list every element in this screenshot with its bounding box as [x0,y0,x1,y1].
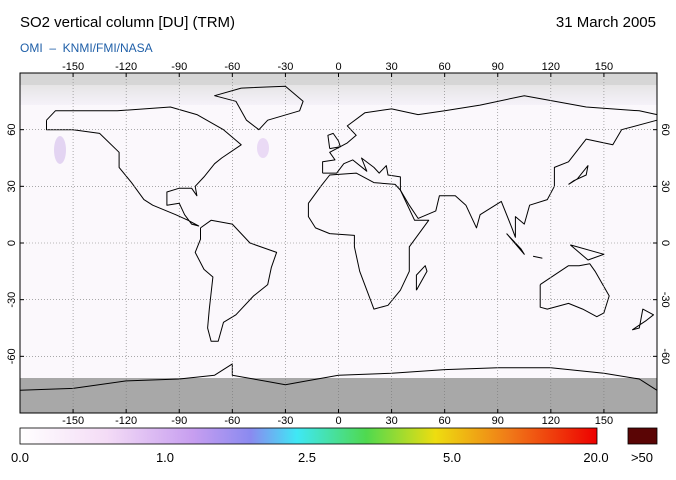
lat-tick-label: 0 [659,240,671,246]
lon-tick-label: 120 [542,61,560,73]
lon-tick-label: -30 [277,61,293,73]
colorbar-gradient [19,427,598,445]
coastlines [19,85,658,391]
colorbar-label: 1.0 [156,450,174,465]
lon-tick-label: 90 [492,415,504,427]
coastline [539,263,610,318]
lon-tick-label: 30 [385,415,397,427]
colorbar-label: 0.0 [11,450,29,465]
colorbar-overflow-label: >50 [631,450,653,465]
coastline [532,255,543,259]
title: SO2 vertical column [DU] (TRM) [20,14,235,31]
coastline [194,219,278,342]
subtitle: OMI – KNMI/FMI/NASA [20,41,153,55]
lat-tick-label: -60 [659,348,671,364]
lat-tick-label: -60 [6,348,18,364]
coastline [19,363,658,391]
colorbar-label: 2.5 [298,450,316,465]
lon-tick-label: -60 [224,61,240,73]
lat-tick-label: 0 [6,240,18,246]
colorbar: 0.0 1.0 2.5 5.0 20.0 >50 [11,427,658,465]
antarctic-no-data [20,378,657,413]
date: 31 March 2005 [556,14,656,31]
grid [20,73,657,413]
lon-tick-label: 120 [542,415,560,427]
so2-patch [54,136,66,164]
coastline [322,95,658,238]
lon-tick-label: -60 [224,415,240,427]
coastline [46,106,242,227]
lat-tick-label: 30 [6,180,18,192]
coastline [307,172,430,310]
lon-tick-label: -90 [171,415,187,427]
lon-tick-label: -90 [171,61,187,73]
lon-tick-label: -30 [277,415,293,427]
map [19,72,658,414]
coastline [506,233,525,255]
colorbar-overflow [627,427,658,445]
coastline [568,165,589,185]
lon-tick-label: 30 [385,61,397,73]
lat-tick-label: 60 [6,124,18,136]
coastline [415,265,428,291]
so2-patch [257,138,269,158]
lon-tick-label: 0 [335,415,341,427]
lon-tick-label: 60 [439,61,451,73]
colorbar-label: 5.0 [443,450,461,465]
coastline [631,308,654,331]
lon-tick-label: -150 [62,415,84,427]
lon-tick-label: 0 [335,61,341,73]
lon-tick-label: 150 [595,415,613,427]
lat-tick-label: -30 [659,292,671,308]
coastline [569,244,605,261]
lat-tick-label: 60 [659,124,671,136]
lat-tick-label: -30 [6,292,18,308]
colorbar-label: 20.0 [583,450,608,465]
lon-tick-label: 90 [492,61,504,73]
coastline [214,85,304,131]
lon-tick-label: 150 [595,61,613,73]
lon-tick-label: -120 [115,415,137,427]
lon-tick-label: 60 [439,415,451,427]
lon-tick-label: -150 [62,61,84,73]
lon-tick-label: -120 [115,61,137,73]
coastline [327,132,341,150]
lat-tick-label: 30 [659,180,671,192]
